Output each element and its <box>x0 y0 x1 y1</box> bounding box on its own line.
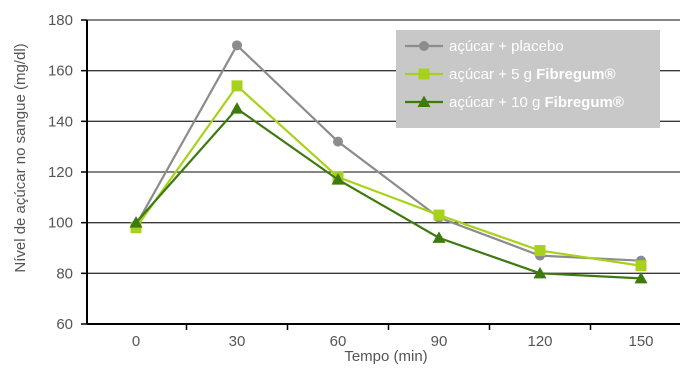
data-point <box>433 209 445 221</box>
legend-label: açúcar + 5 g Fibregum® <box>449 66 616 83</box>
y-tick-label: 120 <box>48 164 73 181</box>
axis-layer: 60 80 100 120 140 160 180 0 30 60 90 120 150 <box>48 12 680 350</box>
y-axis-label: Nível de açúcar no sangue (mg/dl) <box>12 43 29 272</box>
data-point <box>634 271 648 284</box>
data-point <box>533 266 547 279</box>
data-point <box>534 245 546 257</box>
series-layer <box>129 40 648 284</box>
legend-label: açúcar + placebo <box>449 38 564 55</box>
series-line <box>135 84 642 267</box>
y-tick-label: 180 <box>48 12 73 29</box>
y-tick-label: 80 <box>56 265 73 282</box>
data-point <box>230 102 244 114</box>
legend-label: açúcar + 10 g Fibregum® <box>449 94 624 111</box>
legend-marker <box>418 68 430 80</box>
series-line <box>135 107 642 280</box>
x-axis-label: Tempo (min) <box>344 348 427 365</box>
x-tick-label: 120 <box>527 333 552 350</box>
legend-label-text: açúcar + 5 g <box>449 66 536 83</box>
x-tick-label: 60 <box>330 333 347 350</box>
legend-label-brand: Fibregum® <box>536 66 615 83</box>
data-point <box>231 80 243 92</box>
y-tick-label: 160 <box>48 63 73 80</box>
data-point <box>333 136 343 147</box>
data-point <box>432 231 446 243</box>
x-tick-label: 90 <box>431 333 448 350</box>
legend-label-brand: Fibregum® <box>544 94 623 111</box>
legend-item-2: açúcar + 5 g Fibregum® <box>405 66 616 83</box>
data-point <box>129 216 143 228</box>
grid-layer <box>87 19 680 274</box>
legend-marker <box>417 95 431 107</box>
x-tick-label: 30 <box>229 333 246 350</box>
legend-label-text: açúcar + 10 g <box>449 94 544 111</box>
series-line <box>135 43 642 262</box>
y-tick-label: 140 <box>48 113 73 130</box>
legend-marker <box>419 41 429 51</box>
legend-label-text: açúcar + placebo <box>449 38 564 55</box>
x-tick-label: 150 <box>628 333 653 350</box>
y-tick-label: 60 <box>56 316 73 333</box>
data-point <box>232 40 242 51</box>
data-point <box>635 260 647 272</box>
legend-item-1: açúcar + placebo <box>405 38 564 55</box>
data-point <box>331 173 345 185</box>
y-tick-label: 100 <box>48 215 73 232</box>
series-3 <box>129 102 648 284</box>
data-point <box>130 222 142 234</box>
legend-item-3: açúcar + 10 g Fibregum® <box>405 94 624 111</box>
x-tick-label: 0 <box>132 333 140 350</box>
